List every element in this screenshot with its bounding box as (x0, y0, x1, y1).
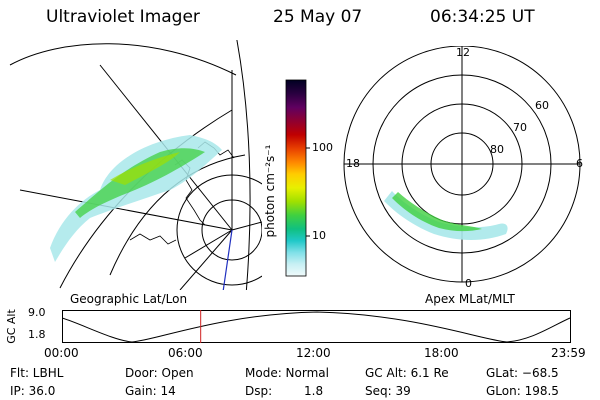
mlt-label-18: 18 (346, 157, 360, 170)
colorbar-tick-10: 10 (312, 229, 326, 242)
aurora-oval-geographic (50, 135, 222, 262)
glon-status: GLon: 198.5 (486, 384, 559, 398)
mode-status: Mode: Normal (245, 366, 329, 380)
meridian-line (184, 229, 233, 259)
gc-alt-axis-label: GC Alt (4, 309, 18, 344)
x-tick-2359: 23:59 (551, 346, 586, 360)
latitude-arc (9, 43, 237, 76)
intensity-colorbar (285, 79, 310, 277)
mlat-label-60: 60 (535, 99, 549, 112)
door-status: Door: Open (125, 366, 194, 380)
geographic-map (9, 40, 262, 290)
mlt-label-12: 12 (456, 46, 470, 59)
meridian-line (179, 229, 233, 290)
gain-status: Gain: 14 (125, 384, 176, 398)
date-label: 25 May 07 (273, 7, 363, 27)
alt-tick-1-8: 1.8 (28, 328, 46, 341)
x-tick-0600: 06:00 (168, 346, 203, 360)
altitude-plot (62, 310, 571, 343)
x-tick-0000: 00:00 (44, 346, 79, 360)
glat-status: GLat: −68.5 (486, 366, 559, 380)
meridian-line (231, 221, 262, 231)
latitude-arc (109, 154, 246, 276)
x-tick-1200: 12:00 (296, 346, 331, 360)
mlat-label-70: 70 (513, 121, 527, 134)
colorbar-unit-label: photon cm⁻²s⁻¹ (263, 144, 277, 238)
mlat-label-80: 80 (490, 143, 504, 156)
meridian-line (19, 189, 233, 231)
gc-alt-status: GC Alt: 6.1 Re (365, 366, 449, 380)
dsp-status-value: 1.8 (304, 384, 324, 398)
map-outer-boundary (236, 40, 251, 290)
left-map-caption: Geographic Lat/Lon (70, 292, 188, 306)
x-tick-1800: 18:00 (424, 346, 459, 360)
seq-status: Seq: 39 (365, 384, 411, 398)
right-map-caption: Apex MLat/MLT (425, 292, 515, 306)
subsatellite-track (222, 229, 233, 290)
colorbar-tick-100: 100 (312, 141, 333, 154)
polar-map (343, 46, 581, 283)
alt-tick-9: 9.0 (28, 306, 46, 319)
instrument-title: Ultraviolet Imager (46, 7, 200, 27)
mlt-label-0: 0 (465, 277, 472, 290)
aurora-oval-polar (384, 191, 508, 240)
time-label: 06:34:25 UT (430, 7, 535, 27)
filter-status: Flt: LBHL (10, 366, 64, 380)
dsp-status-label: Dsp: (245, 384, 273, 398)
ip-status: IP: 36.0 (10, 384, 56, 398)
mlt-label-6: 6 (576, 157, 583, 170)
